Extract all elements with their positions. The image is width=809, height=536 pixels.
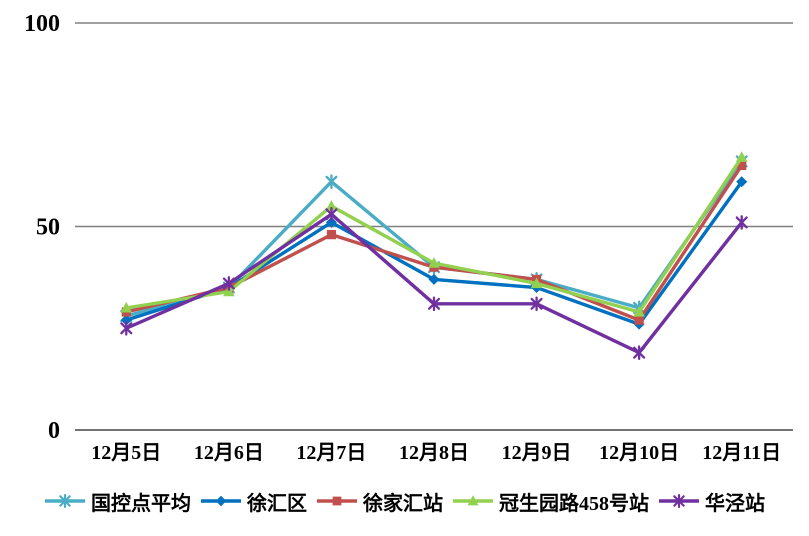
asterisk-marker-icon bbox=[427, 296, 441, 312]
legend-item-4: 华泾站 bbox=[658, 487, 765, 516]
square-marker-icon bbox=[332, 496, 342, 506]
legend-label: 冠生园路458号站 bbox=[499, 492, 649, 515]
asterisk-marker-icon bbox=[530, 296, 543, 312]
triangle-marker-icon bbox=[633, 305, 645, 317]
legend-item-1: 徐汇区 bbox=[200, 487, 307, 516]
legend-swatch bbox=[453, 495, 493, 506]
x-tick-label: 12月6日 bbox=[194, 442, 264, 464]
triangle-marker-icon bbox=[467, 495, 479, 506]
y-tick-label: 0 bbox=[48, 418, 60, 444]
x-tick-label: 12月10日 bbox=[599, 442, 679, 464]
asterisk-marker-icon bbox=[325, 174, 338, 190]
y-tick-label: 100 bbox=[24, 11, 60, 37]
legend-label: 国控点平均 bbox=[91, 492, 191, 515]
legend-label: 徐家汇站 bbox=[363, 492, 443, 515]
asterisk-marker-icon bbox=[633, 345, 646, 361]
legend-item-2: 徐家汇站 bbox=[316, 487, 443, 516]
diamond-marker-icon bbox=[120, 314, 132, 326]
diamond-marker-icon bbox=[325, 216, 337, 228]
asterisk-marker-icon bbox=[735, 215, 748, 230]
chart-legend: 国控点平均 徐汇区 徐家汇站 冠生园路458号站 华泾站 bbox=[0, 472, 809, 530]
square-marker-icon bbox=[634, 315, 644, 325]
legend-swatch bbox=[659, 494, 699, 508]
square-marker-icon bbox=[326, 230, 337, 240]
series-4 bbox=[120, 206, 748, 361]
legend-label: 华泾站 bbox=[705, 492, 765, 515]
asterisk-marker-icon bbox=[673, 494, 685, 508]
legend-swatch bbox=[45, 494, 85, 508]
legend-label: 徐汇区 bbox=[247, 492, 307, 515]
legend-swatch bbox=[201, 495, 241, 507]
triangle-marker-icon bbox=[223, 285, 235, 297]
line-chart: 0 50 100 12月5日 12月6日 12月7日 12月8日 12月9日 12月10日 12月… bbox=[24, 11, 793, 464]
asterisk-marker-icon bbox=[120, 320, 133, 336]
legend-item-0: 国控点平均 bbox=[44, 487, 191, 516]
x-tick-label: 12月5日 bbox=[91, 442, 161, 464]
legend-swatch bbox=[317, 496, 357, 506]
asterisk-marker-icon bbox=[59, 494, 71, 508]
triangle-marker-icon bbox=[325, 200, 338, 211]
y-tick-label: 50 bbox=[36, 215, 60, 241]
asterisk-marker-icon bbox=[325, 206, 338, 222]
legend-item-3: 冠生园路458号站 bbox=[452, 487, 649, 516]
diamond-marker-icon bbox=[215, 495, 227, 507]
x-tick-label: 12月7日 bbox=[296, 442, 366, 464]
square-marker-icon bbox=[737, 160, 747, 171]
diamond-marker-icon bbox=[428, 273, 440, 285]
diamond-marker-icon bbox=[736, 176, 748, 188]
x-tick-label: 12月9日 bbox=[502, 442, 572, 464]
x-tick-label: 12月11日 bbox=[702, 442, 781, 464]
triangle-marker-icon bbox=[120, 301, 133, 313]
triangle-marker-icon bbox=[428, 257, 440, 268]
triangle-marker-icon bbox=[530, 277, 543, 289]
asterisk-marker-icon bbox=[222, 276, 235, 291]
x-tick-label: 12月8日 bbox=[399, 442, 469, 464]
series-3 bbox=[120, 151, 748, 317]
triangle-marker-icon bbox=[735, 151, 748, 162]
